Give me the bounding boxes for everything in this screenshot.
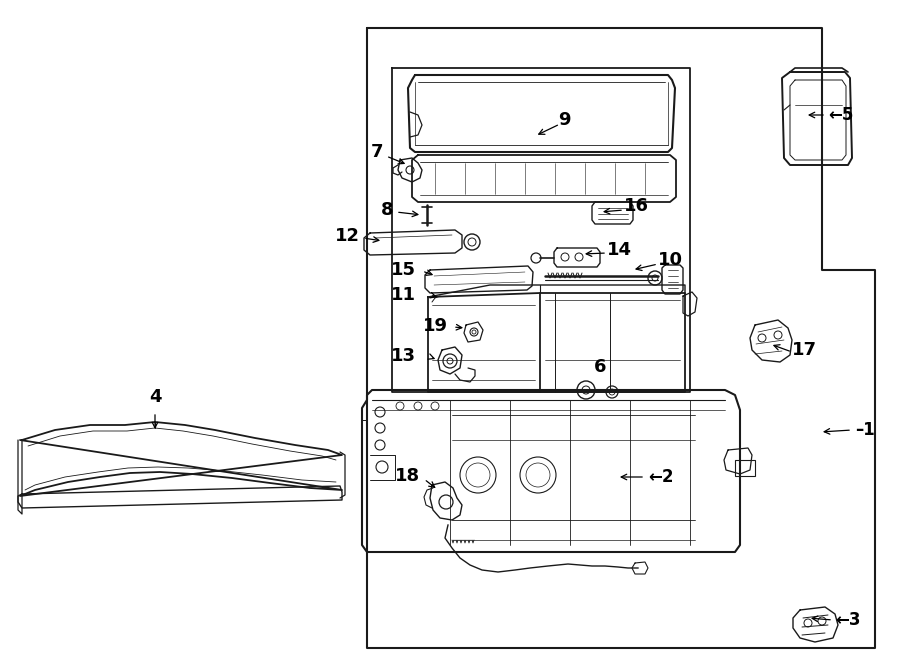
Text: 13: 13 [391,347,416,365]
Text: 17: 17 [792,341,817,359]
Text: 12: 12 [335,227,360,245]
Text: ←2: ←2 [648,468,673,486]
Text: ←5: ←5 [828,106,853,124]
Text: 7: 7 [371,143,383,161]
Text: 15: 15 [391,261,416,279]
Text: –1: –1 [855,421,875,439]
Text: 18: 18 [395,467,420,485]
Text: 14: 14 [607,241,632,259]
Text: 4: 4 [148,388,161,406]
Text: 11: 11 [391,286,416,304]
Text: 8: 8 [381,201,393,219]
Text: ←3: ←3 [835,611,860,629]
Text: 10: 10 [658,251,683,269]
Text: 16: 16 [624,197,649,215]
Bar [735,460,755,476]
Text: 9: 9 [558,111,571,129]
Text: 19: 19 [423,317,448,335]
Text: 6: 6 [594,358,607,376]
